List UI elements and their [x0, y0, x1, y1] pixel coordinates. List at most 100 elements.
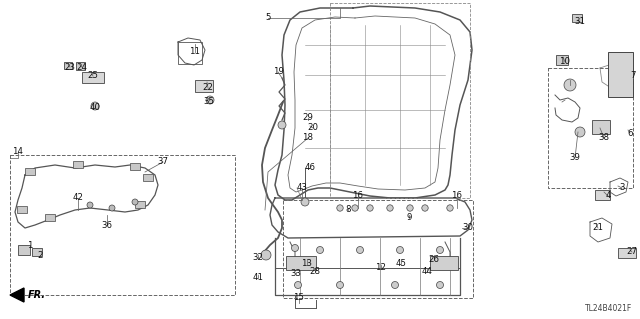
- Circle shape: [261, 250, 271, 260]
- Circle shape: [447, 205, 453, 211]
- Text: 37: 37: [157, 158, 168, 167]
- Circle shape: [436, 281, 444, 288]
- Bar: [135, 201, 145, 208]
- Bar: [76, 62, 85, 70]
- Text: 43: 43: [296, 183, 307, 192]
- Text: 38: 38: [598, 133, 609, 143]
- Text: 46: 46: [305, 164, 316, 173]
- Text: 30: 30: [463, 224, 474, 233]
- Circle shape: [317, 247, 323, 254]
- Circle shape: [87, 202, 93, 208]
- Circle shape: [109, 205, 115, 211]
- Text: 11: 11: [189, 48, 200, 56]
- Bar: [17, 206, 27, 213]
- Text: 36: 36: [102, 220, 113, 229]
- Text: 26: 26: [429, 256, 440, 264]
- Text: 6: 6: [627, 129, 633, 137]
- Bar: [82, 72, 104, 83]
- Text: 7: 7: [630, 70, 636, 79]
- Text: 9: 9: [406, 213, 412, 222]
- Bar: [330, 3, 470, 198]
- Text: 27: 27: [627, 248, 637, 256]
- Bar: [572, 14, 582, 22]
- Text: 45: 45: [396, 259, 406, 269]
- Text: 23: 23: [65, 63, 76, 71]
- Text: 28: 28: [310, 266, 321, 276]
- Bar: [548, 68, 633, 188]
- Bar: [618, 248, 636, 258]
- Bar: [195, 80, 213, 92]
- Circle shape: [294, 281, 301, 288]
- Bar: [595, 190, 610, 200]
- Circle shape: [337, 205, 343, 211]
- Text: TL24B4021F: TL24B4021F: [585, 304, 632, 313]
- Circle shape: [407, 205, 413, 211]
- Bar: [430, 256, 458, 270]
- Text: 32: 32: [253, 254, 264, 263]
- Text: 31: 31: [575, 18, 586, 26]
- Text: 18: 18: [303, 133, 314, 143]
- Circle shape: [132, 199, 138, 205]
- Circle shape: [436, 247, 444, 254]
- Bar: [592, 120, 610, 134]
- Bar: [286, 256, 316, 270]
- Circle shape: [352, 205, 358, 211]
- Bar: [130, 163, 140, 170]
- Text: 2: 2: [37, 250, 43, 259]
- Circle shape: [397, 247, 403, 254]
- Text: 15: 15: [294, 293, 305, 302]
- Circle shape: [291, 244, 298, 251]
- Text: 22: 22: [202, 84, 214, 93]
- Text: 5: 5: [265, 13, 271, 23]
- Text: 3: 3: [620, 183, 625, 192]
- Text: 19: 19: [273, 68, 284, 77]
- Circle shape: [91, 102, 99, 110]
- Circle shape: [206, 96, 214, 104]
- Text: 12: 12: [376, 263, 387, 272]
- Text: 33: 33: [291, 270, 301, 278]
- Text: 41: 41: [253, 273, 264, 283]
- Circle shape: [564, 79, 576, 91]
- Text: 44: 44: [422, 266, 433, 276]
- Text: 42: 42: [72, 194, 83, 203]
- Bar: [73, 161, 83, 168]
- Bar: [32, 248, 42, 256]
- Text: 1: 1: [28, 241, 33, 249]
- Polygon shape: [10, 288, 24, 302]
- Circle shape: [337, 281, 344, 288]
- Circle shape: [367, 205, 373, 211]
- Bar: [283, 200, 473, 298]
- Text: 14: 14: [13, 147, 24, 157]
- Text: 24: 24: [77, 63, 88, 71]
- Text: FR.: FR.: [28, 290, 46, 300]
- Circle shape: [387, 205, 393, 211]
- Text: 35: 35: [204, 97, 214, 106]
- Text: 16: 16: [353, 191, 364, 201]
- Circle shape: [392, 281, 399, 288]
- Bar: [608, 52, 633, 97]
- Bar: [25, 168, 35, 175]
- Bar: [64, 62, 72, 69]
- Text: 40: 40: [90, 103, 100, 113]
- Circle shape: [278, 121, 286, 129]
- Text: 21: 21: [593, 224, 604, 233]
- Text: 29: 29: [303, 114, 314, 122]
- Text: 16: 16: [451, 191, 463, 201]
- Text: 4: 4: [605, 191, 611, 201]
- Bar: [18, 245, 30, 255]
- Text: 39: 39: [570, 153, 580, 162]
- Circle shape: [356, 247, 364, 254]
- Circle shape: [422, 205, 428, 211]
- Bar: [178, 42, 202, 64]
- Bar: [10, 155, 235, 295]
- Bar: [143, 174, 153, 181]
- Text: 25: 25: [88, 71, 99, 80]
- Text: 8: 8: [345, 205, 351, 214]
- Bar: [556, 55, 568, 65]
- Text: 13: 13: [301, 259, 312, 269]
- Circle shape: [301, 198, 309, 206]
- Circle shape: [575, 127, 585, 137]
- Text: 10: 10: [559, 57, 570, 66]
- Text: 20: 20: [307, 123, 319, 132]
- Bar: [45, 214, 55, 221]
